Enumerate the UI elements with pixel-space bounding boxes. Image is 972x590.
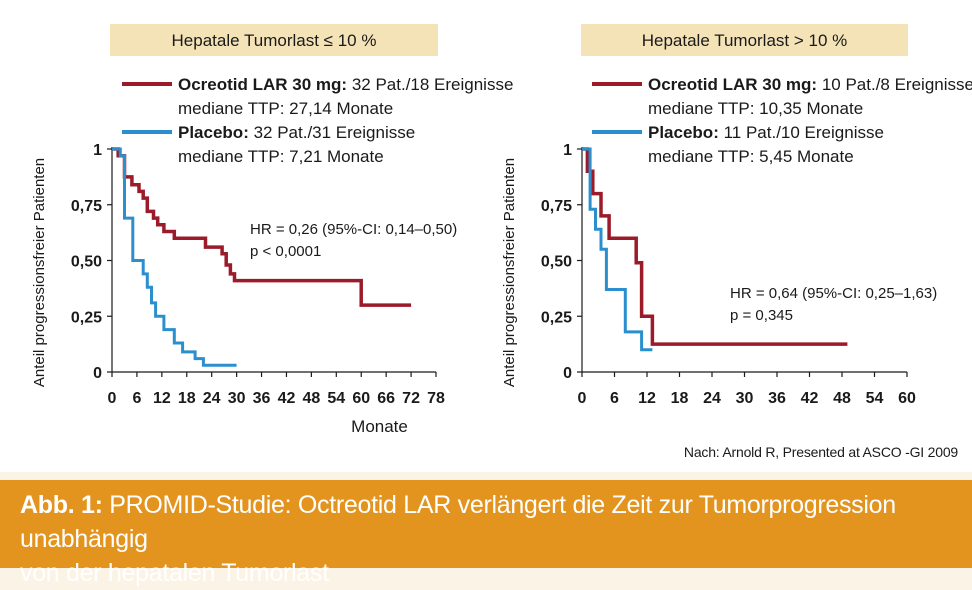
x-tick-label: 6 bbox=[132, 390, 141, 407]
legend-median: mediane TTP: 27,14 Monate bbox=[178, 99, 393, 118]
x-tick-label: 30 bbox=[228, 390, 246, 407]
x-tick-label: 54 bbox=[866, 390, 884, 407]
legend-median: mediane TTP: 10,35 Monate bbox=[648, 99, 863, 118]
y-axis-label: Anteil progressionsfreier Patienten bbox=[501, 158, 518, 387]
series-line bbox=[582, 147, 653, 352]
hazard-ratio-annotation: HR = 0,64 (95%-CI: 0,25–1,63) bbox=[730, 285, 937, 302]
x-tick-label: 36 bbox=[253, 390, 271, 407]
legend-entry: Ocreotid LAR 30 mg: 10 Pat./8 Ereignisse bbox=[648, 75, 972, 94]
series-line bbox=[112, 147, 237, 367]
x-tick-label: 12 bbox=[638, 390, 656, 407]
x-tick-label: 0 bbox=[108, 390, 117, 407]
y-tick-label: 0,75 bbox=[541, 198, 572, 215]
charts-canvas: Hepatale Tumorlast ≤ 10 % Ocreotid LAR 30… bbox=[31, 24, 972, 436]
x-tick-label: 30 bbox=[736, 390, 754, 407]
source-note: Nach: Arnold R, Presented at ASCO -GI 20… bbox=[683, 444, 958, 460]
x-tick-label: 72 bbox=[402, 390, 420, 407]
y-tick-label: 0 bbox=[93, 365, 102, 382]
x-axis-label: Monate bbox=[351, 417, 408, 436]
series-line bbox=[582, 147, 848, 346]
x-tick-label: 42 bbox=[801, 390, 819, 407]
x-tick-label: 6 bbox=[610, 390, 619, 407]
series-line bbox=[112, 147, 412, 307]
hazard-ratio-annotation: HR = 0,26 (95%-CI: 0,14–0,50) bbox=[250, 221, 457, 238]
x-tick-label: 48 bbox=[833, 390, 851, 407]
y-tick-label: 1 bbox=[563, 142, 572, 159]
x-tick-label: 60 bbox=[352, 390, 370, 407]
caption-label: Abb. 1: bbox=[20, 491, 103, 519]
chart-title: Hepatale Tumorlast ≤ 10 % bbox=[172, 31, 377, 50]
legend-entry: Ocreotid LAR 30 mg: 32 Pat./18 Ereigniss… bbox=[178, 75, 513, 94]
y-tick-label: 1 bbox=[93, 142, 102, 159]
x-tick-label: 18 bbox=[178, 390, 196, 407]
x-tick-label: 0 bbox=[578, 390, 587, 407]
y-tick-label: 0,50 bbox=[541, 254, 572, 271]
x-tick-label: 24 bbox=[703, 390, 721, 407]
y-tick-label: 0,50 bbox=[71, 254, 102, 271]
legend-median: mediane TTP: 7,21 Monate bbox=[178, 147, 384, 166]
y-tick-label: 0 bbox=[563, 365, 572, 382]
chart-title: Hepatale Tumorlast > 10 % bbox=[642, 31, 848, 50]
caption-text-line2: von der hepatalen Tumorlast bbox=[20, 559, 329, 587]
y-tick-label: 0,75 bbox=[71, 198, 102, 215]
y-tick-label: 0,25 bbox=[71, 309, 102, 326]
x-tick-label: 18 bbox=[671, 390, 689, 407]
chart-title-box bbox=[110, 24, 438, 56]
figure-caption: Abb. 1: PROMID-Studie: Octreotid LAR ver… bbox=[0, 480, 972, 587]
x-tick-label: 66 bbox=[377, 390, 395, 407]
legend-median: mediane TTP: 5,45 Monate bbox=[648, 147, 854, 166]
x-tick-label: 78 bbox=[427, 390, 445, 407]
x-tick-label: 48 bbox=[302, 390, 320, 407]
x-tick-label: 54 bbox=[327, 390, 345, 407]
caption-text-line1: PROMID-Studie: Octreotid LAR verlängert … bbox=[20, 491, 896, 553]
legend-entry: Placebo: 32 Pat./31 Ereignisse bbox=[178, 123, 415, 142]
legend-entry: Placebo: 11 Pat./10 Ereignisse bbox=[648, 123, 884, 142]
x-tick-label: 24 bbox=[203, 390, 221, 407]
figure: Hepatale Tumorlast ≤ 10 % Ocreotid LAR 30… bbox=[0, 0, 972, 472]
chart-title-box bbox=[581, 24, 908, 56]
x-tick-label: 60 bbox=[898, 390, 916, 407]
y-tick-label: 0,25 bbox=[541, 309, 572, 326]
x-tick-label: 36 bbox=[768, 390, 786, 407]
y-axis-label: Anteil progressionsfreier Patienten bbox=[31, 158, 48, 387]
x-tick-label: 12 bbox=[153, 390, 171, 407]
x-tick-label: 42 bbox=[278, 390, 296, 407]
hazard-ratio-annotation: p < 0,0001 bbox=[250, 243, 321, 260]
hazard-ratio-annotation: p = 0,345 bbox=[730, 307, 793, 324]
